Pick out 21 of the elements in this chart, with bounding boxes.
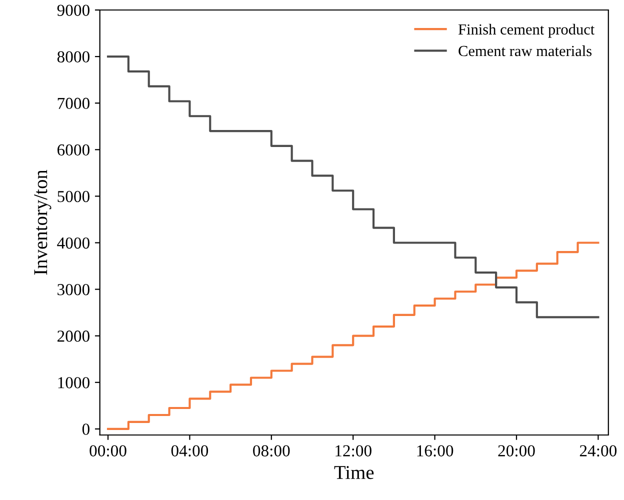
x-tick-label: 00:00 xyxy=(90,445,126,457)
x-tick-label: 16:00 xyxy=(417,445,454,457)
y-tick-label: 0 xyxy=(82,424,90,435)
y-tick-label: 2000 xyxy=(58,330,90,342)
y-tick-label: 1000 xyxy=(58,377,90,388)
y-tick-label: 9000 xyxy=(57,4,90,16)
x-tick-label: 20:00 xyxy=(498,445,535,457)
y-tick-label: 5000 xyxy=(58,190,90,202)
x-axis-title: Time xyxy=(334,466,374,480)
x-tick-label: 24:00 xyxy=(580,445,617,457)
legend-label: Finish cement product xyxy=(458,24,595,38)
y-tick-label: 4000 xyxy=(57,237,90,249)
y-tick-label: 7000 xyxy=(58,98,90,110)
x-tick-label: 12:00 xyxy=(336,445,372,457)
x-tick-label: 08:00 xyxy=(253,445,290,457)
legend-label: Cement raw materials xyxy=(458,45,592,56)
y-tick-label: 8000 xyxy=(57,51,90,62)
x-tick-label: 04:00 xyxy=(171,445,208,457)
y-axis-title: Inventory/ton xyxy=(34,170,52,275)
y-tick-label: 3000 xyxy=(58,284,90,296)
y-tick-label: 6000 xyxy=(58,144,90,156)
